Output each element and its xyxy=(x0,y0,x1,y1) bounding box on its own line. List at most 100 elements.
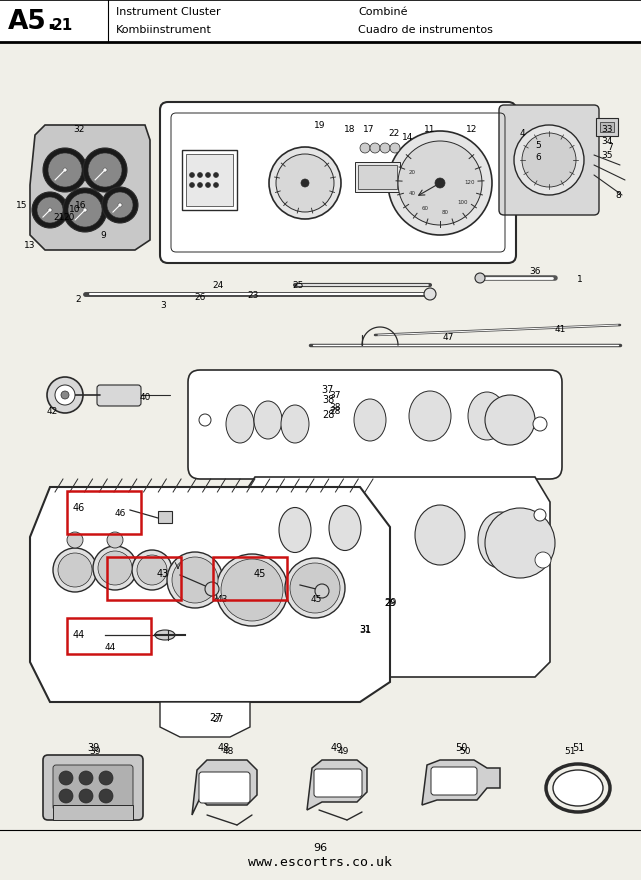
Circle shape xyxy=(388,131,492,235)
Circle shape xyxy=(269,147,341,219)
Circle shape xyxy=(535,552,551,568)
Circle shape xyxy=(522,133,576,187)
Text: Kombiinstrument: Kombiinstrument xyxy=(116,25,212,35)
Polygon shape xyxy=(307,760,367,810)
Text: 38: 38 xyxy=(329,402,341,412)
FancyBboxPatch shape xyxy=(43,755,143,820)
Circle shape xyxy=(79,789,93,803)
Circle shape xyxy=(37,197,63,223)
Text: 28: 28 xyxy=(322,410,334,420)
FancyBboxPatch shape xyxy=(53,765,133,810)
Circle shape xyxy=(435,178,445,188)
Bar xyxy=(67,491,141,534)
Text: 17: 17 xyxy=(363,126,375,135)
Circle shape xyxy=(206,182,210,187)
Circle shape xyxy=(213,172,219,178)
Text: 12: 12 xyxy=(466,126,478,135)
Text: 7: 7 xyxy=(607,143,613,152)
FancyBboxPatch shape xyxy=(431,767,477,795)
Polygon shape xyxy=(30,125,150,250)
Text: 37: 37 xyxy=(322,385,334,395)
Bar xyxy=(596,118,618,136)
Circle shape xyxy=(197,182,203,187)
Circle shape xyxy=(83,148,127,192)
Circle shape xyxy=(534,509,546,521)
Circle shape xyxy=(107,192,133,218)
Text: 20: 20 xyxy=(63,214,75,223)
Ellipse shape xyxy=(279,508,311,553)
Text: 21: 21 xyxy=(53,214,65,223)
Text: 47: 47 xyxy=(442,334,454,342)
Ellipse shape xyxy=(155,630,175,640)
Circle shape xyxy=(190,182,194,187)
Text: 46: 46 xyxy=(114,509,126,517)
Text: 27: 27 xyxy=(212,715,224,724)
Text: 38: 38 xyxy=(322,395,334,405)
Ellipse shape xyxy=(354,399,386,441)
Text: 19: 19 xyxy=(314,121,326,129)
Ellipse shape xyxy=(415,505,465,565)
Text: 9: 9 xyxy=(100,231,106,239)
Text: 27: 27 xyxy=(210,713,222,723)
Circle shape xyxy=(48,208,52,212)
Circle shape xyxy=(485,395,535,445)
Text: Cuadro de instrumentos: Cuadro de instrumentos xyxy=(358,25,493,35)
Bar xyxy=(107,557,181,600)
Text: 100: 100 xyxy=(458,200,468,205)
Circle shape xyxy=(68,193,102,227)
Circle shape xyxy=(47,377,83,413)
FancyBboxPatch shape xyxy=(199,772,250,803)
Text: 96: 96 xyxy=(313,843,328,853)
Circle shape xyxy=(67,532,83,548)
FancyBboxPatch shape xyxy=(314,769,362,797)
Circle shape xyxy=(424,288,436,300)
Text: 43: 43 xyxy=(216,596,228,605)
Circle shape xyxy=(53,548,97,592)
Circle shape xyxy=(213,182,219,187)
Text: 41: 41 xyxy=(554,326,566,334)
Text: 22: 22 xyxy=(388,128,399,137)
Text: www.escortrs.co.uk: www.escortrs.co.uk xyxy=(249,856,392,869)
Text: 51: 51 xyxy=(572,743,584,753)
Ellipse shape xyxy=(478,512,522,568)
Text: 48: 48 xyxy=(222,747,234,757)
Text: 16: 16 xyxy=(75,201,87,209)
Circle shape xyxy=(118,203,122,207)
Ellipse shape xyxy=(329,505,361,551)
Circle shape xyxy=(197,172,203,178)
Circle shape xyxy=(99,771,113,785)
Text: Combiné: Combiné xyxy=(358,7,408,17)
Text: 24: 24 xyxy=(212,281,224,290)
Text: Instrument Cluster: Instrument Cluster xyxy=(116,7,221,17)
Bar xyxy=(182,150,237,210)
Text: .: . xyxy=(46,9,56,35)
Text: 4: 4 xyxy=(519,128,525,137)
Circle shape xyxy=(398,141,482,225)
Text: 39: 39 xyxy=(87,743,99,753)
Bar xyxy=(0,0,641,42)
Bar xyxy=(358,165,397,189)
Text: 34: 34 xyxy=(601,137,613,146)
Text: 10: 10 xyxy=(69,206,81,215)
Circle shape xyxy=(83,208,87,212)
Text: 80: 80 xyxy=(442,210,449,215)
Text: 31: 31 xyxy=(359,626,370,634)
Text: 44: 44 xyxy=(104,643,115,652)
Ellipse shape xyxy=(226,405,254,443)
Bar xyxy=(355,162,400,192)
Bar xyxy=(213,557,287,600)
Text: 120: 120 xyxy=(465,180,475,186)
Bar xyxy=(67,618,151,654)
Circle shape xyxy=(93,546,137,590)
Ellipse shape xyxy=(281,405,309,443)
Text: 31: 31 xyxy=(359,625,371,635)
Text: 29: 29 xyxy=(384,598,396,608)
Text: 40: 40 xyxy=(408,191,415,195)
Text: 8: 8 xyxy=(615,190,621,200)
Circle shape xyxy=(48,153,82,187)
Circle shape xyxy=(360,143,370,153)
Text: 32: 32 xyxy=(73,126,85,135)
Circle shape xyxy=(285,558,345,618)
Text: 43: 43 xyxy=(157,569,169,579)
Circle shape xyxy=(370,143,380,153)
